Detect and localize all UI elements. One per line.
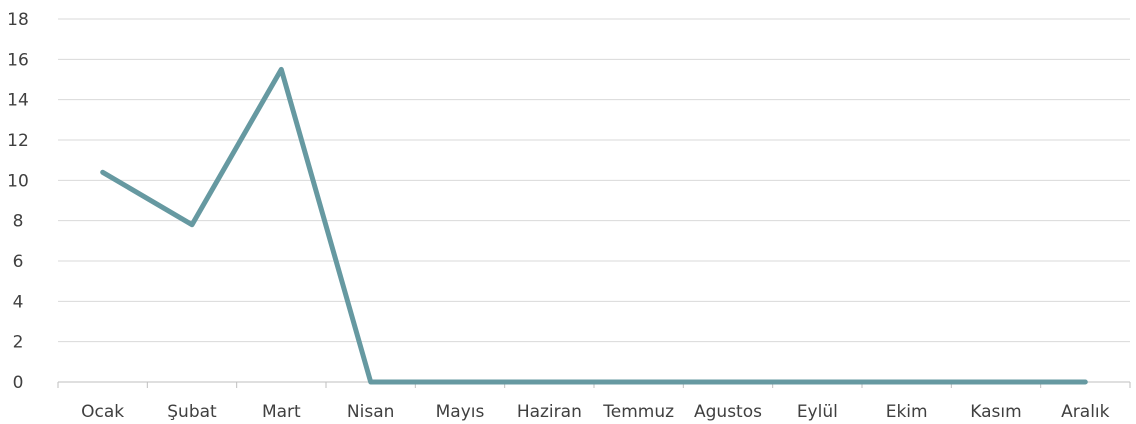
y-tick-label: 16 <box>7 50 29 70</box>
x-tick-label: Nisan <box>347 402 395 422</box>
x-tick-label: Mayıs <box>436 402 485 422</box>
y-tick-label: 12 <box>7 131 29 151</box>
x-axis-tick-labels: Ocak Şubat Mart Nisan Mayıs Haziran Temmuz Agus… <box>81 402 1109 422</box>
x-tick-label: Kasım <box>970 402 1021 422</box>
y-tick-label: 14 <box>7 91 29 111</box>
x-tick-label: Şubat <box>167 402 217 422</box>
x-tick-label: Agustos <box>694 402 762 422</box>
y-tick-label: 6 <box>13 252 24 272</box>
y-axis-tick-labels: 0 2 4 6 8 10 12 14 16 18 <box>7 10 29 393</box>
y-tick-label: 18 <box>7 10 29 30</box>
y-tick-label: 0 <box>13 373 24 393</box>
x-tick-label: Temmuz <box>602 402 674 422</box>
x-tick-label: Ekim <box>886 402 928 422</box>
series-layer <box>100 66 1088 385</box>
gridlines <box>58 18 1130 343</box>
x-tick-label: Eylül <box>797 402 838 422</box>
x-tick-label: Mart <box>262 402 301 422</box>
series-line <box>100 66 1088 385</box>
y-tick-label: 10 <box>7 171 29 191</box>
x-tick-label: Aralık <box>1061 402 1109 422</box>
x-tick-label: Haziran <box>517 402 582 422</box>
x-tick-label: Ocak <box>81 402 124 422</box>
y-tick-label: 8 <box>13 212 24 232</box>
y-tick-label: 2 <box>13 333 24 353</box>
y-tick-label: 4 <box>13 292 24 312</box>
